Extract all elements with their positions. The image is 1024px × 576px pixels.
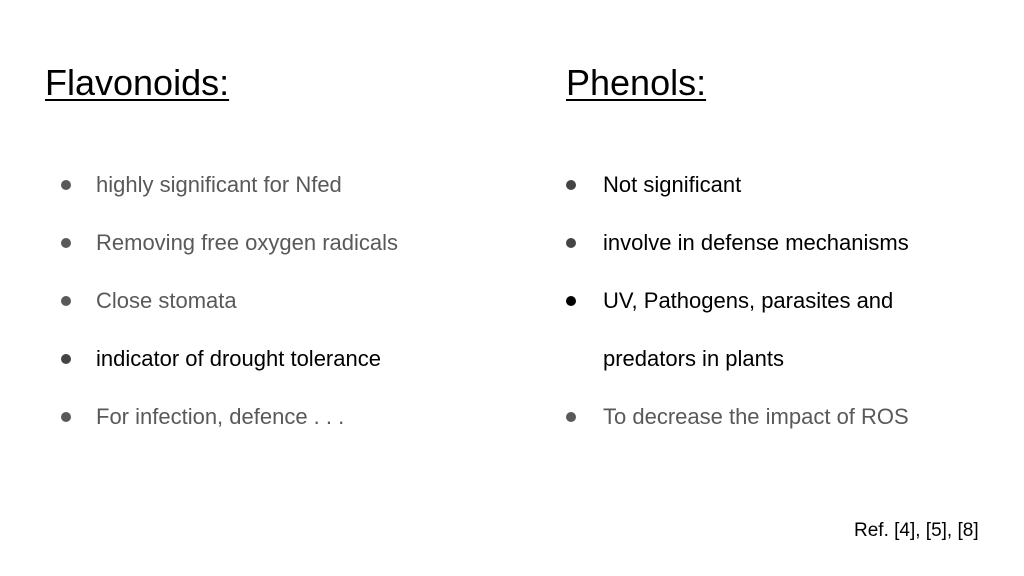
list-item: Close stomata [58,272,498,330]
bullet-icon [566,238,576,248]
list-item: UV, Pathogens, parasites and predators i… [563,272,943,388]
flavonoids-list: highly significant for Nfed Removing fre… [58,156,498,446]
list-item: involve in defense mechanisms [563,214,983,272]
list-item-text: highly significant for Nfed [96,172,342,197]
list-item-text: For infection, defence . . . [96,404,345,429]
list-item: For infection, defence . . . [58,388,498,446]
bullet-icon [61,180,71,190]
list-item-text: UV, Pathogens, parasites and predators i… [603,288,894,371]
list-item-text: involve in defense mechanisms [603,230,909,255]
list-item: indicator of drought tolerance [58,330,498,388]
list-item-text: Not significant [603,172,742,197]
phenols-title: Phenols: [566,62,707,103]
list-item: To decrease the impact of ROS [563,388,983,446]
list-item-text: Close stomata [96,288,237,313]
bullet-icon [566,412,576,422]
bullet-icon [61,296,71,306]
reference-note: Ref. [4], [5], [8] [854,520,979,541]
list-item: highly significant for Nfed [58,156,498,214]
bullet-icon [566,180,576,190]
list-item: Removing free oxygen radicals [58,214,498,272]
list-item-text: To decrease the impact of ROS [603,404,909,429]
phenols-list: Not significant involve in defense mecha… [563,156,983,446]
list-item-text: indicator of drought tolerance [96,346,381,371]
list-item: Not significant [563,156,983,214]
list-item-text: Removing free oxygen radicals [96,230,399,255]
bullet-icon [61,238,71,248]
flavonoids-title: Flavonoids: [45,62,230,103]
bullet-icon [61,412,71,422]
bullet-icon [61,354,71,364]
bullet-icon [566,296,576,306]
